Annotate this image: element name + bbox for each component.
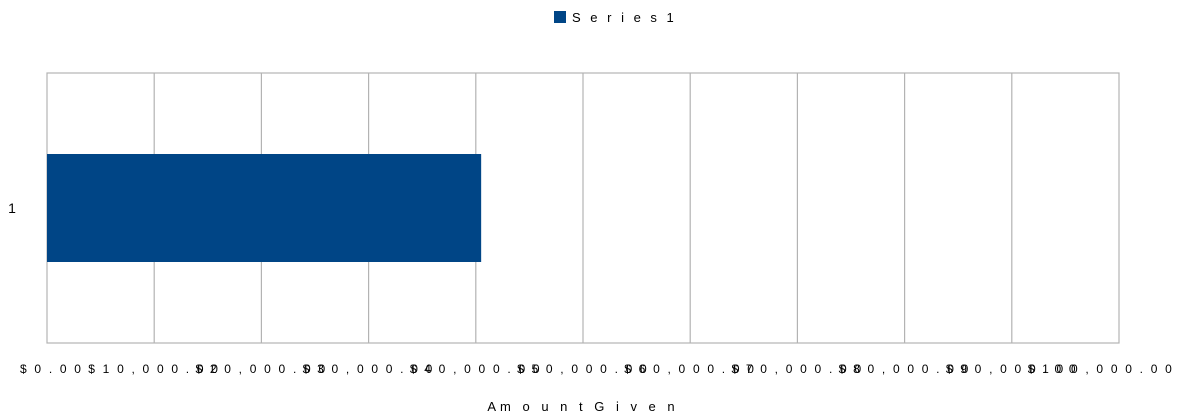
bars <box>47 154 482 262</box>
x-tick-label: $ 3 0 , 0 0 0 . 0 0 <box>303 362 435 376</box>
bar <box>47 154 482 262</box>
x-tick-label: $ 6 0 , 0 0 0 . 0 0 <box>624 362 756 376</box>
y-category-label: 1 <box>8 200 16 216</box>
y-axis-category-labels: 1 <box>8 200 16 216</box>
x-axis-tick-labels: $ 0 . 0 0 $ 1 0 , 0 0 0 . 0 0$ 2 0 , 0 0 … <box>20 362 1174 376</box>
x-tick-label: $ 4 0 , 0 0 0 . 0 0 <box>410 362 542 376</box>
x-tick-label: $ 1 0 , 0 0 0 . 0 0 <box>88 362 220 376</box>
legend-swatch-series1 <box>554 11 566 23</box>
x-tick-label: $ 0 . 0 0 <box>20 362 83 376</box>
x-tick-label: $ 8 0 , 0 0 0 . 0 0 <box>839 362 971 376</box>
x-tick-label: $ 5 0 , 0 0 0 . 0 0 <box>517 362 649 376</box>
x-tick-label: $ 2 0 , 0 0 0 . 0 0 <box>195 362 327 376</box>
legend-label-series1: S e r i e s 1 <box>572 10 677 25</box>
x-axis-title: Am o u n t G i v e n <box>487 399 678 414</box>
x-tick-label: $ 1 0 0 , 0 0 0 . 0 0 <box>1028 362 1174 376</box>
x-tick-label: $ 9 0 , 0 0 0 . 0 0 <box>946 362 1078 376</box>
gridlines <box>153 73 1013 343</box>
plot-area <box>46 72 1120 344</box>
x-tick-label: $ 7 0 , 0 0 0 . 0 0 <box>731 362 863 376</box>
legend: S e r i e s 1 <box>554 10 677 25</box>
